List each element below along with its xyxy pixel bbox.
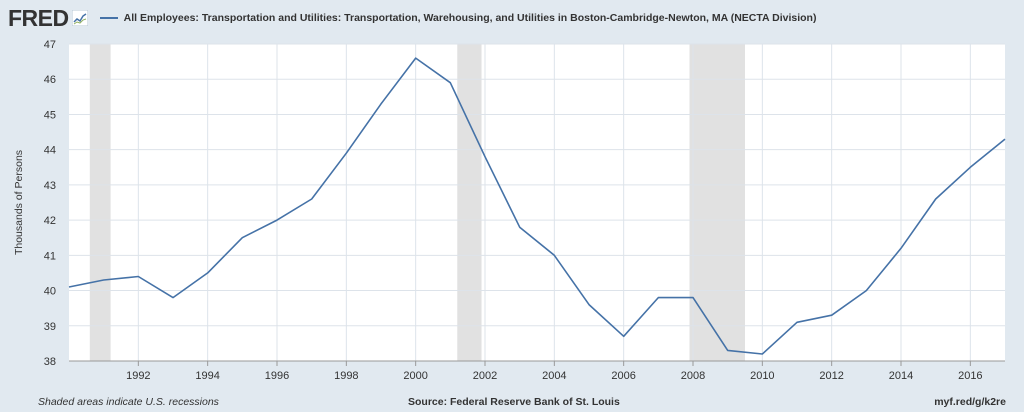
fred-logo[interactable]: FRED bbox=[8, 5, 88, 32]
y-tick-label: 42 bbox=[44, 215, 56, 227]
x-tick-label: 1996 bbox=[265, 370, 289, 382]
fred-logo-text: FRED bbox=[8, 4, 69, 31]
y-tick-label: 40 bbox=[44, 286, 56, 298]
y-tick-label: 43 bbox=[44, 180, 56, 192]
x-tick-label: 2010 bbox=[750, 370, 774, 382]
plot-area bbox=[69, 44, 1005, 361]
y-tick-label: 41 bbox=[44, 250, 56, 262]
x-tick-label: 2014 bbox=[889, 370, 913, 382]
y-tick-label: 44 bbox=[44, 145, 56, 157]
source-text: Source: Federal Reserve Bank of St. Loui… bbox=[408, 396, 620, 408]
data-points bbox=[68, 58, 1006, 354]
y-tick-label: 47 bbox=[44, 39, 56, 51]
x-axis-ticks: 1992 1994 1996 1998 2000 2002 2004 2006 2008 2010… bbox=[69, 360, 1005, 382]
fred-logo-chart-icon bbox=[71, 10, 88, 26]
chart-header: FRED All Employees: Transportation and U… bbox=[8, 2, 1018, 34]
x-tick-label: 2008 bbox=[681, 370, 705, 382]
recession-band bbox=[89, 44, 111, 361]
short-link[interactable]: myf.red/g/k2re bbox=[934, 396, 1006, 408]
recession-note: Shaded areas indicate U.S. recessions bbox=[38, 396, 219, 408]
y-tick-label: 45 bbox=[44, 109, 56, 121]
x-tick-label: 1998 bbox=[334, 370, 358, 382]
x-tick-label: 2000 bbox=[403, 370, 427, 382]
series-line[interactable] bbox=[68, 57, 1006, 355]
recession-band bbox=[689, 44, 745, 361]
recession-band bbox=[457, 44, 482, 361]
y-axis-label: Thousands of Persons bbox=[13, 150, 25, 255]
y-axis-ticks: 38 39 40 41 42 43 44 45 46 47 bbox=[44, 39, 56, 368]
x-tick-label: 2016 bbox=[958, 370, 982, 382]
x-tick-label: 2004 bbox=[542, 370, 566, 382]
x-tick-label: 2002 bbox=[473, 370, 497, 382]
x-tick-label: 1992 bbox=[126, 370, 150, 382]
y-tick-label: 38 bbox=[44, 356, 56, 368]
x-tick-label: 2012 bbox=[819, 370, 843, 382]
chart-title: All Employees: Transportation and Utilit… bbox=[123, 12, 817, 24]
x-tick-label: 2006 bbox=[611, 370, 635, 382]
y-tick-label: 39 bbox=[44, 321, 56, 333]
legend-line-swatch bbox=[99, 17, 118, 19]
x-tick-label: 1994 bbox=[195, 370, 219, 382]
y-tick-label: 46 bbox=[44, 74, 56, 86]
